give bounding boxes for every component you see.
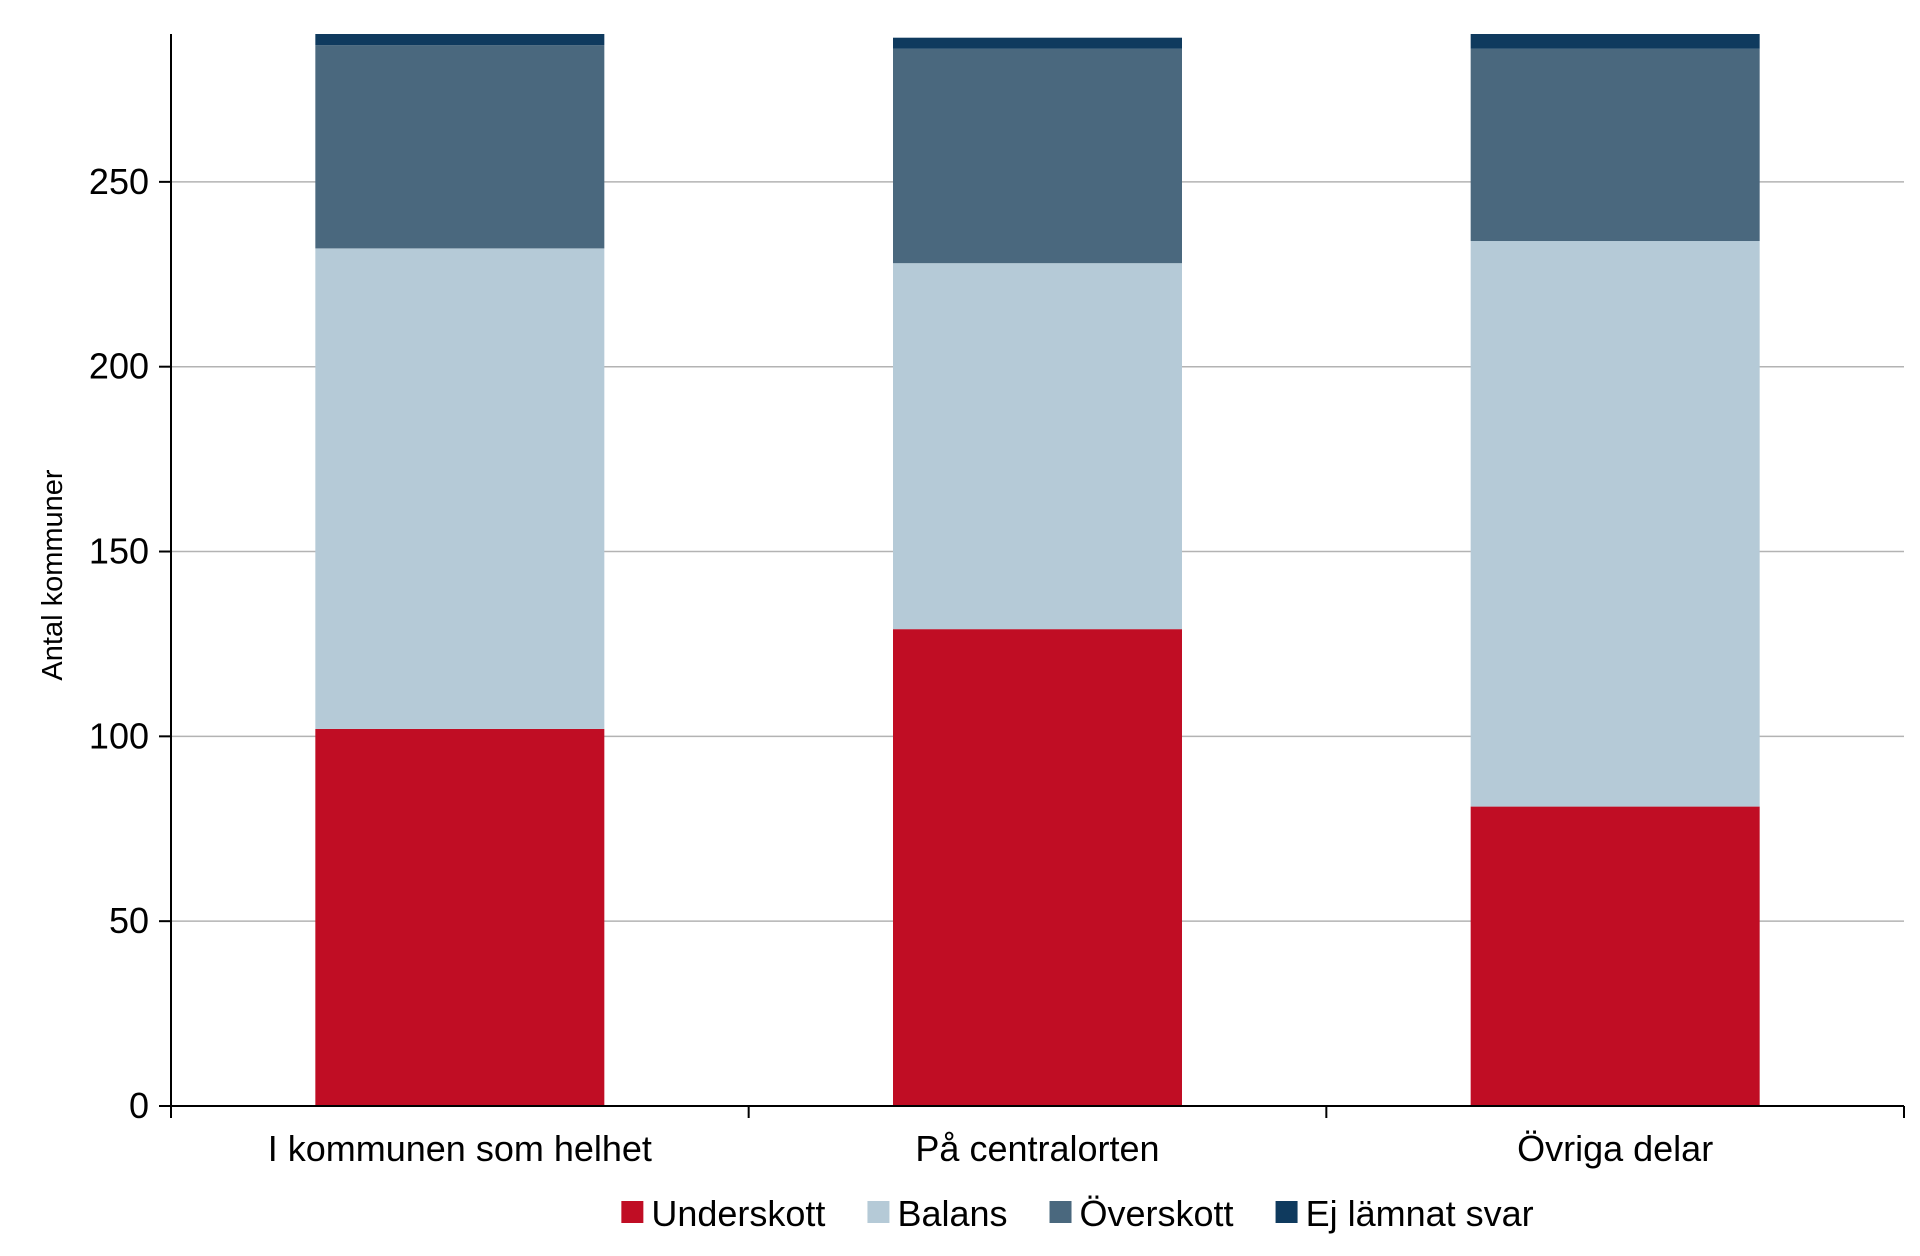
- legend-label: Balans: [897, 1193, 1007, 1234]
- x-category-label: På centralorten: [915, 1128, 1159, 1169]
- x-category-label: I kommunen som helhet: [268, 1128, 652, 1169]
- legend-label: Underskott: [651, 1193, 825, 1234]
- legend-swatch: [1275, 1201, 1298, 1223]
- y-tick-label: 150: [89, 531, 149, 572]
- legend-label: Ej lämnat svar: [1306, 1193, 1534, 1234]
- y-tick-label: 0: [129, 1085, 149, 1126]
- bar-segment: [893, 48, 1182, 264]
- bar-segment: [315, 45, 605, 249]
- legend-swatch: [1049, 1201, 1072, 1223]
- y-tick-label: 100: [89, 715, 149, 756]
- bar-segment: [1470, 806, 1760, 1106]
- bar-segment: [315, 248, 605, 729]
- y-tick-label: 250: [89, 161, 149, 202]
- bars: [315, 34, 1760, 1106]
- bar-segment: [315, 34, 605, 46]
- bar-segment: [893, 37, 1182, 49]
- legend-label: Överskott: [1080, 1193, 1234, 1234]
- y-tick-label: 50: [109, 900, 149, 941]
- y-axis-title: Antal kommuner: [37, 469, 69, 680]
- legend: Underskott Balans Överskott Ej lämnat svar: [621, 1193, 1534, 1234]
- axes: 0 50 100 150 200 250 I kommunen som helhet På c…: [89, 34, 1905, 1169]
- bar-segment: [315, 728, 605, 1106]
- bar-segment: [1470, 34, 1760, 49]
- x-category-label: Övriga delar: [1517, 1128, 1713, 1169]
- legend-swatch: [867, 1201, 890, 1223]
- legend-swatch: [621, 1201, 644, 1223]
- bar-segment: [1470, 48, 1760, 242]
- bar-segment: [893, 263, 1182, 630]
- bar-segment: [893, 629, 1182, 1106]
- bar-segment: [1470, 241, 1760, 807]
- y-tick-label: 200: [89, 346, 149, 387]
